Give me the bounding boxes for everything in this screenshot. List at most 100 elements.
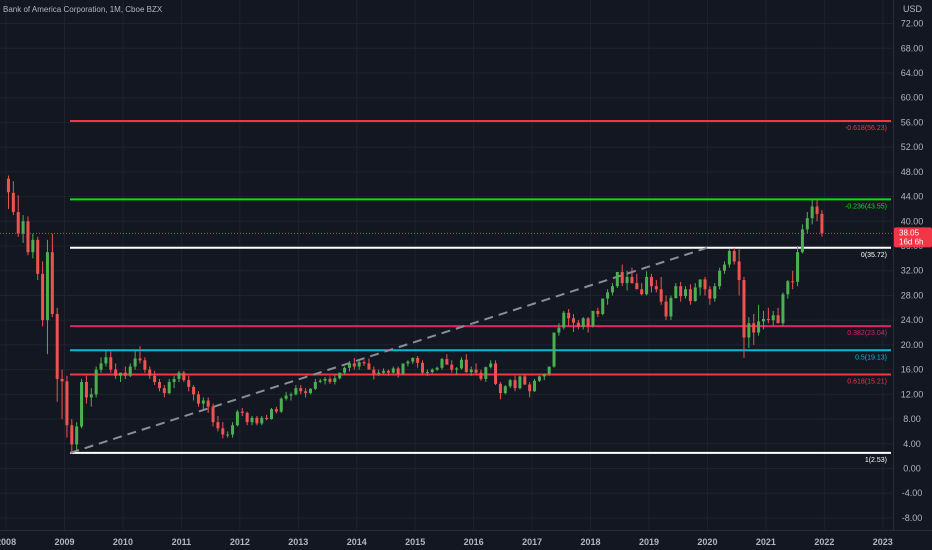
- candle-body: [469, 369, 473, 373]
- price-tick-label: -8.00: [902, 513, 923, 523]
- candle-body: [601, 298, 605, 314]
- price-tick-label: 0.00: [903, 464, 921, 474]
- candle-body: [606, 292, 610, 299]
- candle-body: [274, 409, 278, 412]
- candle-body: [26, 221, 30, 253]
- candle-body: [21, 221, 25, 234]
- candle-body: [206, 400, 210, 407]
- candle-body: [143, 360, 147, 370]
- price-tick-label: 44.00: [901, 192, 924, 202]
- price-tick-label: 56.00: [901, 117, 924, 127]
- candle-body: [664, 301, 668, 317]
- candle-body: [16, 212, 20, 234]
- candle-body: [386, 370, 390, 373]
- time-tick-label: 2018: [581, 537, 601, 547]
- fib-level-label: 0(35.72): [861, 252, 887, 259]
- candle-body: [455, 368, 459, 370]
- candle-body: [396, 368, 400, 374]
- candle-body: [167, 381, 171, 394]
- candle-body: [250, 417, 254, 423]
- candle-body: [323, 378, 327, 381]
- candle-body: [698, 279, 702, 288]
- candle-body: [440, 359, 444, 368]
- candle-body: [547, 366, 551, 374]
- candle-body: [649, 276, 653, 287]
- candle-body: [557, 327, 561, 333]
- candle-body: [201, 400, 205, 404]
- candle-body: [684, 289, 688, 297]
- candle-body: [401, 363, 405, 374]
- candle-body: [450, 364, 454, 370]
- candle-body: [654, 286, 658, 290]
- candle-body: [659, 289, 663, 302]
- candle-body: [722, 264, 726, 271]
- fibonacci-levels: [70, 119, 891, 454]
- candle-body: [498, 383, 502, 394]
- fibonacci-level-labels: -0.618(56.23) -0.236(43.55) 0(35.72) 0.382(…: [845, 125, 887, 464]
- candle-body: [313, 381, 317, 389]
- candle-body: [211, 406, 215, 423]
- candle-body: [172, 378, 176, 382]
- candle-body: [104, 357, 108, 364]
- candle-body: [196, 394, 200, 404]
- candle-body: [75, 426, 79, 445]
- candle-body: [382, 370, 386, 373]
- candle-body: [304, 391, 308, 394]
- candle-body: [260, 417, 264, 424]
- candle-body: [148, 369, 152, 376]
- candle-body: [430, 369, 434, 373]
- price-axis[interactable]: 72.00 68.00 64.00 60.00 56.00 52.00 48.00 44.00…: [901, 19, 924, 523]
- candle-body: [615, 271, 619, 287]
- candle-body: [610, 286, 614, 293]
- candle-body: [421, 362, 425, 373]
- time-tick-label: 2013: [288, 537, 308, 547]
- candle-body: [406, 361, 410, 364]
- time-tick-label: 2021: [756, 537, 776, 547]
- time-tick-label: 2011: [172, 537, 192, 547]
- chart-grid: [0, 0, 893, 530]
- candle-body: [65, 381, 69, 426]
- price-tick-label: 28.00: [901, 290, 924, 300]
- candle-body: [299, 388, 303, 392]
- time-tick-label: 2020: [697, 537, 717, 547]
- currency-label: USD: [903, 4, 923, 14]
- price-tick-label: 52.00: [901, 142, 924, 152]
- candle-body: [391, 368, 395, 373]
- candle-body: [435, 367, 439, 370]
- time-tick-label: 2022: [814, 537, 834, 547]
- candle-body: [279, 398, 283, 412]
- price-tick-label: 60.00: [901, 93, 924, 103]
- candle-body: [576, 322, 580, 327]
- candle-body: [791, 281, 795, 283]
- candle-body: [591, 310, 595, 327]
- candle-body: [235, 411, 239, 426]
- time-tick-label: 2010: [113, 537, 133, 547]
- time-tick-label: 2023: [873, 537, 893, 547]
- candle-body: [357, 362, 361, 367]
- candle-body: [333, 378, 337, 382]
- time-tick-label: 2014: [347, 537, 367, 547]
- candle-body: [94, 369, 98, 395]
- candle-body: [620, 271, 624, 284]
- candle-body: [533, 380, 537, 392]
- candle-body: [270, 409, 274, 420]
- trend-line[interactable]: [70, 246, 708, 454]
- time-tick-label: 2008: [0, 537, 16, 547]
- candle-body: [810, 206, 814, 219]
- candle-body: [119, 372, 123, 376]
- candle-body: [635, 283, 639, 290]
- price-tick-label: 4.00: [903, 439, 921, 449]
- candle-body: [645, 276, 649, 295]
- candle-body: [786, 281, 790, 295]
- candle-body: [6, 178, 10, 193]
- candle-body: [187, 380, 191, 387]
- candle-body: [742, 280, 746, 338]
- candle-body: [479, 372, 483, 379]
- time-axis[interactable]: 2008 2009 2010 2011 2012 2013 2014 2015 2016 2017…: [0, 537, 893, 547]
- time-tick-label: 2017: [522, 537, 542, 547]
- candle-body: [445, 359, 449, 365]
- candle-body: [153, 375, 157, 382]
- candle-body: [255, 417, 259, 424]
- candle-body: [245, 412, 249, 423]
